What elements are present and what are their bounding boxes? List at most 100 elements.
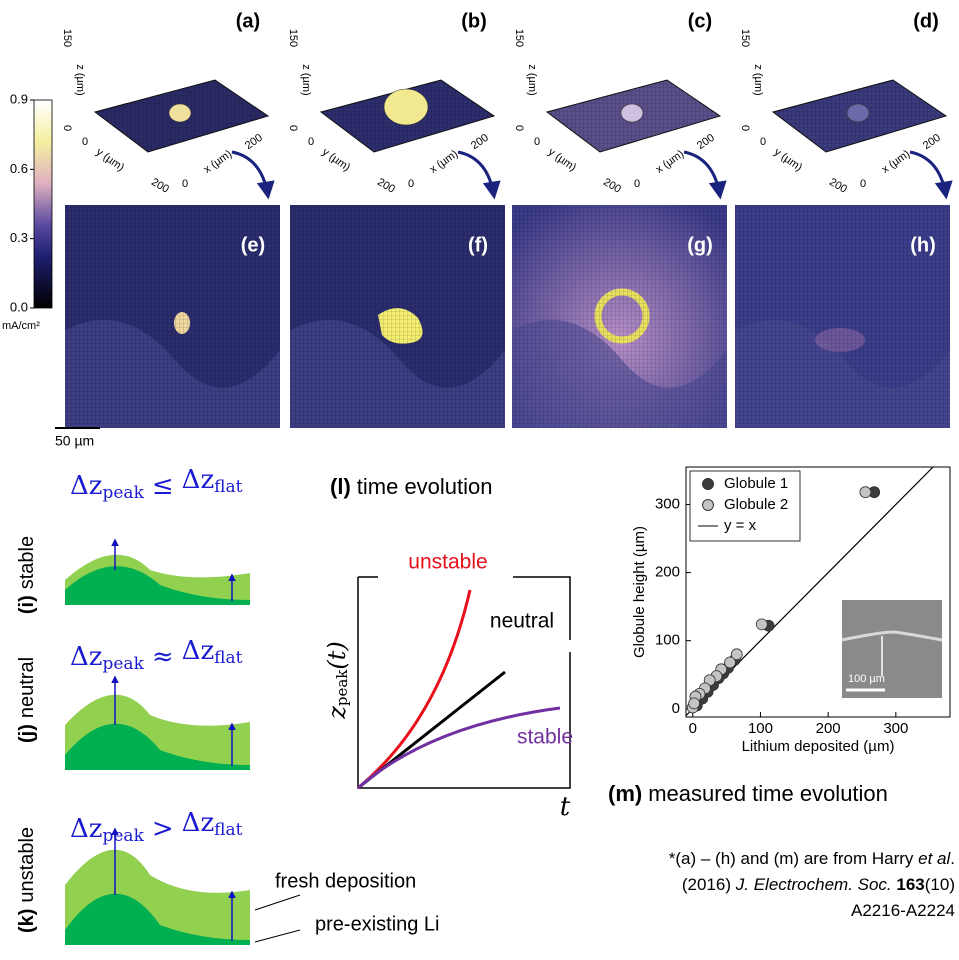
z-axis-label: z (µm) — [752, 64, 764, 95]
panel-letter: (l) — [330, 474, 351, 499]
colorbar-unit: mA/cm² — [2, 320, 40, 332]
point — [860, 487, 871, 498]
schematic-name: stable — [16, 536, 38, 589]
z-tick-label: 150 — [61, 29, 73, 47]
panel-label: (d) — [913, 10, 939, 32]
footnote-part: 163 — [896, 875, 924, 894]
panel-label: (a) — [236, 10, 260, 32]
y-tick-label: 0 — [82, 136, 88, 148]
y-tick-label: 0 — [672, 700, 680, 717]
curve-label: neutral — [490, 610, 554, 633]
schematic-label: (k)unstable — [16, 827, 38, 933]
footnote-part: (10) — [925, 875, 955, 894]
y-axis-label: zpeak(t) — [323, 641, 352, 720]
z-axis-label: z (µm) — [300, 64, 312, 95]
equation-part: ≈ — [152, 642, 174, 672]
equation-part: Δz — [182, 465, 214, 495]
x-tick-label: 0 — [860, 178, 866, 190]
layer-label: fresh deposition — [275, 870, 416, 892]
z-tick-label: 150 — [739, 29, 751, 47]
legend-label: Globule 1 — [724, 475, 788, 492]
panel-label: (b) — [461, 10, 487, 32]
y-tick-label: 200 — [655, 564, 680, 581]
curve-label: unstable — [408, 551, 487, 574]
panel-title: (l)time evolution — [330, 474, 493, 499]
y-tick-label: 200 — [601, 176, 623, 196]
equation-part: peak — [102, 826, 144, 846]
z-tick-label: 0 — [61, 125, 73, 131]
curve-label: stable — [517, 726, 573, 749]
x-axis-label: x (µm) — [654, 148, 687, 176]
panel-label: (c) — [688, 10, 712, 32]
caption-text: measured time evolution — [648, 781, 888, 806]
panel-label: (e) — [241, 234, 265, 256]
x-tick-label: 200 — [695, 132, 717, 152]
equation-part: peak — [102, 483, 144, 503]
z-tick-label: 0 — [287, 125, 299, 131]
footnote-line: (2016) J. Electrochem. Soc. 163(10) — [682, 875, 955, 894]
globule — [847, 104, 869, 122]
globule — [384, 89, 428, 125]
y-tick-label: 200 — [827, 176, 849, 196]
x-axis-label: x (µm) — [428, 148, 461, 176]
arrow — [458, 152, 494, 196]
y-tick-label: 0 — [760, 136, 766, 148]
panel-label: (g) — [687, 234, 713, 256]
equation-part: Δz — [182, 808, 214, 838]
point — [756, 619, 767, 630]
legend-label: y = x — [724, 517, 757, 534]
point — [689, 698, 700, 709]
footnote-part: (2016) — [682, 875, 736, 894]
x-axis-label: t — [560, 792, 571, 822]
x-tick-label: 200 — [243, 132, 265, 152]
y-axis-label: y (µm) — [94, 146, 127, 174]
schematic-letter: (k) — [16, 909, 38, 933]
schematic-letter: (j) — [16, 724, 38, 743]
schematic-label: (i) stable — [16, 536, 38, 614]
equation: Δzpeak≈Δzflat — [70, 636, 243, 674]
globule — [621, 104, 643, 122]
equation-part: flat — [214, 820, 242, 840]
arrow — [910, 152, 946, 196]
footnote-part: *(a) – (h) and (m) are from Harry — [669, 849, 918, 868]
panel-label: (h) — [910, 234, 936, 256]
arrow — [684, 152, 720, 196]
y-tick-label: 200 — [375, 176, 397, 196]
y-label-sub: peak — [333, 669, 351, 706]
z-tick-label: 0 — [739, 125, 751, 131]
caption: (m)measured time evolution — [608, 781, 888, 806]
colorbar-tick-label: 0.9 — [10, 91, 28, 106]
equation-part: Δz — [70, 814, 102, 844]
z-tick-label: 150 — [513, 29, 525, 47]
x-tick-label: 200 — [816, 720, 841, 737]
scale-bar-label: 50 µm — [55, 433, 94, 449]
z-tick-label: 0 — [513, 125, 525, 131]
y-label-main: z — [323, 706, 351, 720]
z-axis-label: z (µm) — [74, 64, 86, 95]
legend-marker — [703, 500, 714, 511]
equation: Δzpeak≤Δzflat — [70, 465, 243, 503]
schematic-letter: (i) — [16, 595, 38, 614]
equation-part: Δz — [182, 636, 214, 666]
x-tick-label: 100 — [748, 720, 773, 737]
y-tick-label: 0 — [534, 136, 540, 148]
y-tick-label: 0 — [308, 136, 314, 148]
x-axis-label: x (µm) — [202, 148, 235, 176]
y-axis-label: y (µm) — [320, 146, 353, 174]
x-axis-label: x (µm) — [880, 148, 913, 176]
leader — [255, 895, 300, 910]
footnote-part: et al — [918, 849, 951, 868]
curve — [358, 590, 470, 788]
x-tick-label: 0 — [182, 178, 188, 190]
equation-part: Δz — [70, 642, 102, 672]
z-axis-label: z (µm) — [526, 64, 538, 95]
globule — [169, 104, 191, 122]
colorbar-tick-label: 0.3 — [10, 230, 28, 245]
legend-label: Globule 2 — [724, 496, 788, 513]
equation-part: Δz — [70, 471, 102, 501]
schematic-label: (j)neutral — [16, 657, 38, 743]
footnote-line: *(a) – (h) and (m) are from Harry et al. — [669, 849, 955, 868]
figure: 0.90.60.30.0mA/cm²(a)1500z (µm)0y (µm)20… — [0, 0, 959, 960]
x-tick-label: 0 — [408, 178, 414, 190]
footnote-part: . — [950, 849, 955, 868]
